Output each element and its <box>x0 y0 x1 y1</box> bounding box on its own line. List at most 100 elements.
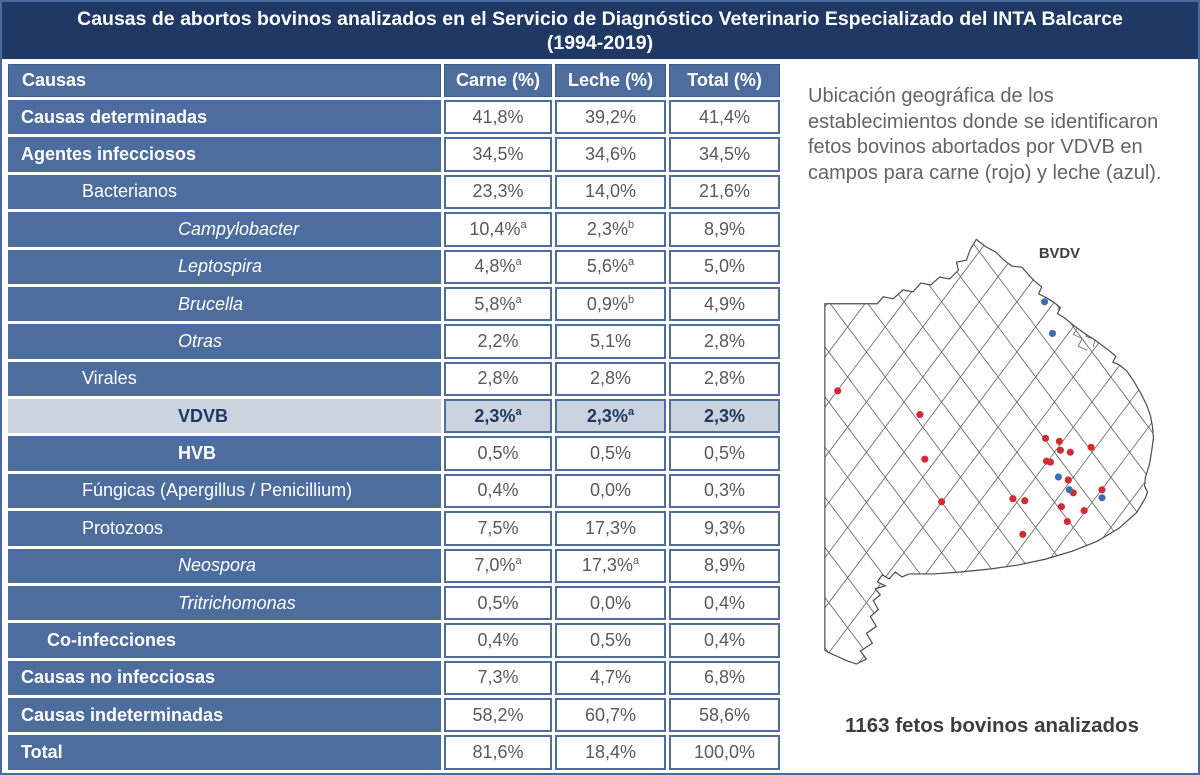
footnote-marker: a <box>627 256 635 269</box>
establishment-dot <box>1064 476 1072 484</box>
establishment-dot <box>1087 443 1095 451</box>
cause-label-cell: Causas determinadas <box>8 100 441 135</box>
table-header: Causas Carne (%) Leche (%) Total (%) <box>8 64 780 97</box>
cause-label-cell: HVB <box>8 436 441 471</box>
header-row: Causas Carne (%) Leche (%) Total (%) <box>8 64 780 97</box>
footnote-marker: b <box>627 218 635 231</box>
value-cell: 2,2% <box>444 324 552 359</box>
value-cell: 23,3% <box>444 174 552 210</box>
value-cell: 10,4%a <box>444 212 552 247</box>
table-row: Otras 2,2% 5,1% 2,8% <box>8 324 780 359</box>
cause-label-cell: Leptospira <box>8 249 441 284</box>
establishment-dot <box>1098 494 1106 502</box>
value-cell: 58,2% <box>444 698 552 733</box>
establishment-dot <box>916 411 924 419</box>
table-row: Neospora 7,0%a 17,3%a 8,9% <box>8 548 780 583</box>
value-cell: 0,0% <box>555 585 666 621</box>
value-cell: 0,4% <box>669 623 780 658</box>
value-cell: 0,5% <box>555 436 666 471</box>
value-cell: 2,8% <box>555 361 666 396</box>
establishment-dot <box>1056 446 1064 454</box>
establishment-dot <box>938 498 946 506</box>
value-cell: 100,0% <box>669 735 780 770</box>
map-label-bvdv: BVDV <box>1039 246 1080 262</box>
value-cell: 5,8%a <box>444 286 552 322</box>
value-cell: 34,5% <box>444 137 552 172</box>
value-cell: 41,8% <box>444 100 552 135</box>
table-row: Agentes infecciosos 34,5% 34,6% 34,5% <box>8 137 780 172</box>
value-cell: 5,1% <box>555 324 666 359</box>
value-cell: 0,4% <box>444 623 552 658</box>
value-cell: 4,9% <box>669 286 780 322</box>
table-row: Campylobacter 10,4%a 2,3%b 8,9% <box>8 212 780 247</box>
cause-label-cell: Fúngicas (Apergillus / Penicillium) <box>8 473 441 509</box>
column-header: Causas <box>8 64 441 97</box>
value-cell: 58,6% <box>669 698 780 733</box>
establishment-dot <box>1046 458 1055 466</box>
table-row: Bacterianos 23,3% 14,0% 21,6% <box>8 174 780 210</box>
establishment-dot <box>1057 503 1065 511</box>
table-row: Causas indeterminadas 58,2% 60,7% 58,6% <box>8 698 780 733</box>
establishment-dot <box>1080 507 1088 515</box>
value-cell: 8,9% <box>669 212 780 247</box>
value-cell: 7,5% <box>444 511 552 546</box>
cause-label-cell: Agentes infecciosos <box>8 137 441 172</box>
leche-dots <box>1041 298 1106 502</box>
title-bar: Causas de abortos bovinos analizados en … <box>2 2 1198 59</box>
cause-label-cell: VDVB <box>8 399 441 434</box>
value-cell: 21,6% <box>669 174 780 210</box>
footnote-marker: b <box>627 293 635 306</box>
table-row: Causas determinadas 41,8% 39,2% 41,4% <box>8 100 780 135</box>
value-cell: 0,4% <box>669 585 780 621</box>
column-header: Leche (%) <box>555 64 666 97</box>
value-cell: 6,8% <box>669 660 780 695</box>
value-cell: 0,4% <box>444 473 552 509</box>
value-cell: 7,3% <box>444 660 552 695</box>
cause-label-cell: Causas no infecciosas <box>8 660 441 695</box>
table-body: Causas determinadas 41,8% 39,2% 41,4% Agente… <box>8 100 780 770</box>
value-cell: 2,3%a <box>555 399 666 434</box>
cause-label-cell: Total <box>8 735 441 770</box>
value-cell: 5,6%a <box>555 249 666 284</box>
establishment-dot <box>921 455 929 463</box>
establishment-dot <box>1009 495 1017 503</box>
footnote-marker: a <box>520 218 527 231</box>
cause-label-cell: Protozoos <box>8 511 441 546</box>
table-row: Co-infecciones 0,4% 0,5% 0,4% <box>8 623 780 658</box>
value-cell: 81,6% <box>444 735 552 770</box>
cause-label-cell: Virales <box>8 361 441 396</box>
value-cell: 17,3% <box>555 511 666 546</box>
value-cell: 2,8% <box>444 361 552 396</box>
cause-label-cell: Co-infecciones <box>8 623 441 658</box>
column-header: Carne (%) <box>444 64 552 97</box>
title-line-1: Causas de abortos bovinos analizados en … <box>77 7 1123 30</box>
sample-size-note: 1163 fetos bovinos analizados <box>845 714 1139 737</box>
value-cell: 2,8% <box>669 361 780 396</box>
column-header: Total (%) <box>669 64 780 97</box>
establishment-dot <box>1019 530 1027 538</box>
value-cell: 0,5% <box>444 436 552 471</box>
footnote-marker: a <box>515 405 522 418</box>
value-cell: 34,5% <box>669 137 780 172</box>
table-row: Total 81,6% 18,4% 100,0% <box>8 735 780 770</box>
footnote-marker: a <box>632 555 640 568</box>
cause-label-cell: Campylobacter <box>8 212 441 247</box>
value-cell: 9,3% <box>669 511 780 546</box>
province-map: BVDV <box>824 238 1155 665</box>
establishment-dot <box>1048 329 1057 338</box>
value-cell: 2,3%a <box>444 399 552 434</box>
cause-label-cell: Otras <box>8 324 441 359</box>
causes-table: Causas Carne (%) Leche (%) Total (%) Causas… <box>5 61 783 773</box>
table-row: VDVB 2,3%a 2,3%a 2,3% <box>8 399 780 434</box>
establishment-dot <box>1055 437 1063 445</box>
value-cell: 5,0% <box>669 249 780 284</box>
value-cell: 4,7% <box>555 660 666 695</box>
establishment-dot <box>1063 517 1071 526</box>
footnote-marker: a <box>515 256 522 269</box>
value-cell: 2,8% <box>669 324 780 359</box>
table-row: Brucella 5,8%a 0,9%b 4,9% <box>8 286 780 322</box>
value-cell: 41,4% <box>669 100 780 135</box>
establishment-dot <box>1066 448 1074 456</box>
value-cell: 7,0%a <box>444 548 552 583</box>
